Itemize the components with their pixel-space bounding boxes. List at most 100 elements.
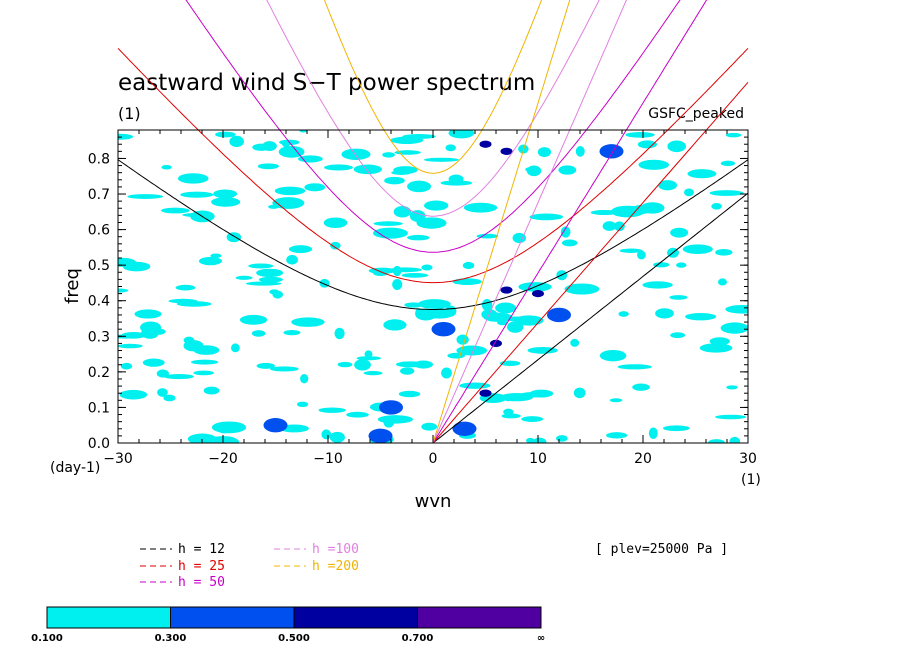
x-tick-label: −20 bbox=[208, 451, 238, 467]
power-patch bbox=[476, 233, 499, 239]
power-patch bbox=[717, 278, 727, 286]
power-patch bbox=[614, 221, 625, 232]
power-patch bbox=[526, 437, 535, 443]
power-patch bbox=[364, 350, 373, 358]
legend: h = 12 h = 25 h = 50 h =100 h =200 bbox=[140, 542, 359, 590]
power-patch bbox=[230, 343, 240, 353]
power-patch bbox=[377, 415, 413, 424]
power-patch bbox=[481, 298, 493, 311]
power-patch bbox=[495, 302, 517, 314]
power-patch bbox=[346, 411, 369, 418]
chart-title: eastward wind S−T power spectrum bbox=[118, 70, 535, 96]
power-patch bbox=[463, 202, 498, 213]
power-patch bbox=[278, 145, 305, 158]
power-patch bbox=[399, 367, 415, 375]
power-patch bbox=[269, 289, 280, 295]
power-patch bbox=[725, 132, 742, 138]
power-contours bbox=[118, 130, 748, 443]
power-patch bbox=[512, 232, 527, 244]
power-patch bbox=[725, 304, 748, 314]
power-patch bbox=[354, 359, 371, 371]
power-patch bbox=[368, 428, 393, 443]
power-patch bbox=[709, 190, 744, 196]
power-patch bbox=[341, 148, 371, 160]
power-patch bbox=[118, 133, 134, 140]
power-patch bbox=[537, 147, 552, 158]
power-patch bbox=[699, 343, 733, 353]
power-patch bbox=[160, 207, 190, 214]
power-patch bbox=[163, 394, 176, 402]
colorbar-swatch bbox=[293, 606, 418, 629]
y-tick-label: 0.4 bbox=[88, 294, 110, 310]
power-patch bbox=[286, 254, 298, 265]
x-tick-label: 10 bbox=[529, 451, 547, 467]
power-patch bbox=[298, 155, 323, 163]
power-patch bbox=[715, 248, 733, 256]
y-unit-label: (day-1) bbox=[50, 460, 100, 476]
dispersion-curve-kelvin bbox=[432, 192, 749, 444]
power-patch bbox=[617, 364, 652, 370]
dispersion-curve-ig bbox=[266, 0, 600, 217]
power-patch bbox=[456, 334, 469, 345]
power-patch bbox=[163, 374, 195, 380]
power-patch bbox=[398, 390, 421, 398]
power-patch bbox=[256, 268, 284, 278]
power-patch bbox=[720, 322, 748, 334]
power-patch bbox=[402, 134, 436, 139]
power-patch bbox=[684, 188, 694, 197]
power-patch bbox=[599, 144, 624, 159]
colorbar-swatch bbox=[170, 606, 295, 629]
power-patch bbox=[401, 272, 429, 278]
power-patch bbox=[134, 309, 162, 319]
power-patch bbox=[373, 221, 403, 226]
power-patch bbox=[462, 261, 475, 270]
dispersion-curve-ig bbox=[185, 0, 681, 253]
power-patch bbox=[708, 439, 725, 443]
y-axis-label: freq bbox=[62, 268, 83, 304]
power-patch bbox=[329, 431, 345, 443]
power-patch bbox=[637, 250, 646, 260]
power-patch bbox=[229, 135, 244, 148]
dispersion-curve-kelvin bbox=[432, 0, 571, 444]
power-patch bbox=[441, 367, 452, 379]
power-patch bbox=[606, 432, 628, 439]
power-patch bbox=[193, 370, 214, 376]
power-patch bbox=[157, 388, 168, 397]
dispersion-curves bbox=[117, 0, 749, 444]
power-patch bbox=[391, 170, 412, 175]
power-patch bbox=[448, 174, 464, 184]
power-patch bbox=[330, 241, 341, 250]
power-patch bbox=[219, 429, 230, 434]
power-patch bbox=[726, 385, 738, 390]
x-tick-label: 30 bbox=[739, 451, 757, 467]
power-patch bbox=[404, 302, 423, 308]
power-patch bbox=[258, 276, 283, 283]
power-patch bbox=[632, 383, 650, 391]
power-patch bbox=[682, 244, 713, 255]
colorbar-label: 0.100 bbox=[31, 633, 63, 644]
power-patch bbox=[198, 256, 222, 266]
power-patch bbox=[168, 298, 198, 304]
power-patch bbox=[407, 234, 430, 241]
power-patch bbox=[558, 165, 577, 175]
power-patch bbox=[156, 369, 169, 378]
power-patch bbox=[655, 308, 674, 319]
power-patch bbox=[393, 206, 412, 218]
power-patch bbox=[669, 295, 688, 300]
power-patch bbox=[416, 217, 447, 229]
power-patch bbox=[479, 389, 492, 397]
power-patch bbox=[379, 400, 403, 415]
power-patch bbox=[177, 173, 209, 184]
power-patch bbox=[448, 130, 475, 139]
power-patch bbox=[529, 213, 564, 221]
power-patch bbox=[670, 227, 689, 238]
power-patch bbox=[421, 264, 433, 271]
dispersion-curve-kelvin bbox=[432, 0, 708, 444]
power-patch bbox=[445, 144, 456, 152]
power-patch bbox=[658, 180, 677, 191]
power-patch bbox=[575, 146, 585, 157]
power-patch bbox=[187, 433, 217, 443]
power-patch bbox=[452, 278, 482, 286]
dispersion-curve-ig bbox=[323, 0, 543, 174]
